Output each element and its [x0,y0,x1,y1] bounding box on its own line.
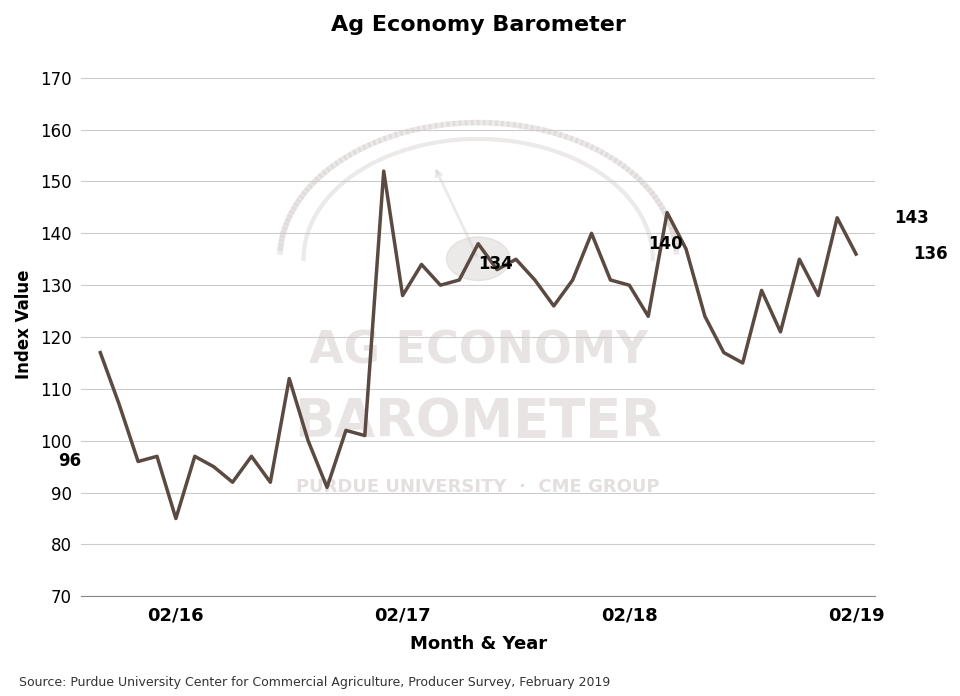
Text: 140: 140 [648,235,683,253]
Title: Ag Economy Barometer: Ag Economy Barometer [331,15,626,35]
Text: AG ECONOMY: AG ECONOMY [308,330,648,373]
Text: 143: 143 [894,209,928,227]
Text: 96: 96 [59,452,82,470]
Circle shape [446,237,510,280]
Text: BAROMETER: BAROMETER [295,396,662,448]
Text: 136: 136 [913,245,948,263]
X-axis label: Month & Year: Month & Year [410,635,547,653]
Y-axis label: Index Value: Index Value [15,269,33,379]
Text: Source: Purdue University Center for Commercial Agriculture, Producer Survey, Fe: Source: Purdue University Center for Com… [19,676,611,689]
Text: PURDUE UNIVERSITY  ·  CME GROUP: PURDUE UNIVERSITY · CME GROUP [297,478,660,496]
Text: 134: 134 [478,255,513,274]
